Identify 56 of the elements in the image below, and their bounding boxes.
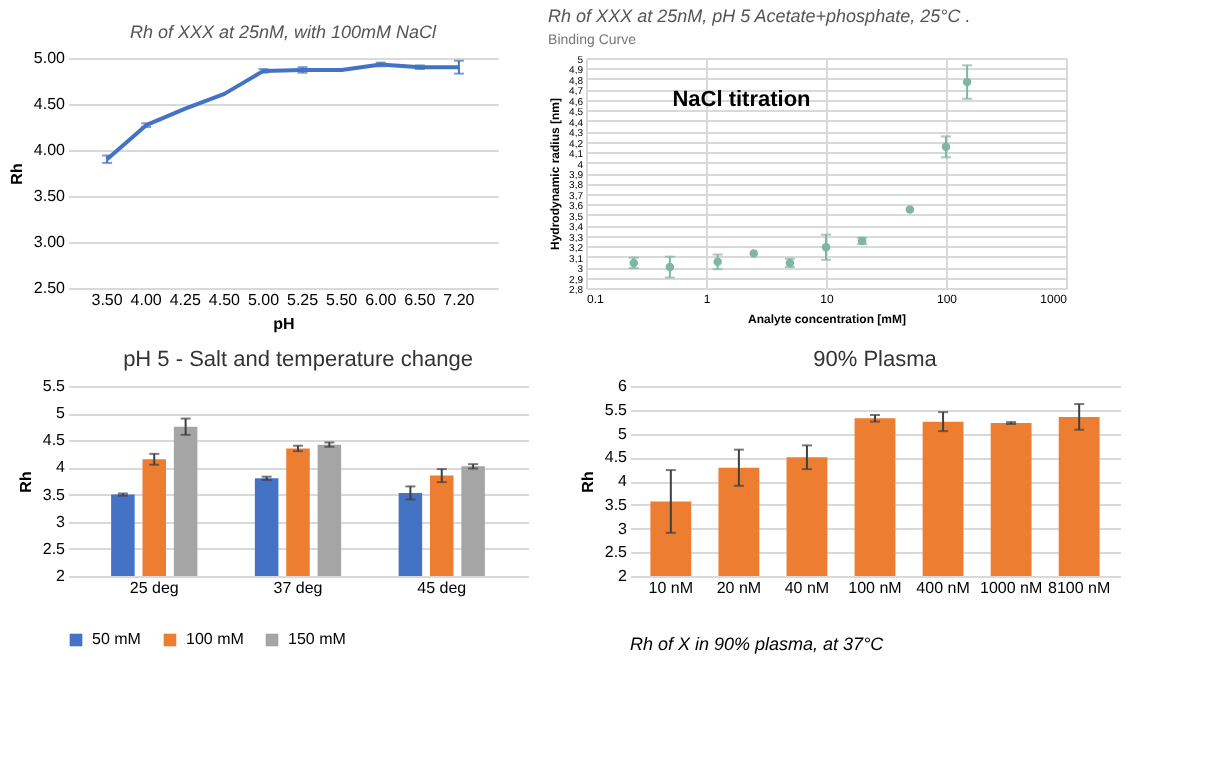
- y-tick-label: 4: [618, 472, 629, 490]
- x-tick-label: 400 nM: [916, 579, 971, 597]
- y-tick-label: 3.50: [33, 187, 67, 205]
- chart-title: Rh of XXX at 25nM, with 100mM NaCl: [129, 22, 439, 42]
- x-tick-label: 7.20: [443, 291, 476, 309]
- y-tick-label: 6: [618, 377, 629, 395]
- x-tick-label: 3.50: [91, 291, 124, 309]
- y-tick-label: 4.50: [33, 95, 67, 113]
- y-axis-title: Rh: [578, 471, 597, 493]
- x-tick-label: 8100 nM: [1048, 579, 1111, 597]
- x-tick-label: 40 nM: [784, 579, 830, 597]
- x-tick-label: 45 deg: [417, 579, 467, 597]
- y-tick-label: 3.00: [33, 233, 67, 251]
- x-axis-title: pH: [273, 315, 296, 333]
- x-tick-label: 37 deg: [273, 579, 323, 597]
- x-tick-label: 1000 nM: [979, 579, 1043, 597]
- y-tick-label: 4.5: [604, 448, 629, 467]
- y-tick-label: 3: [618, 519, 629, 538]
- x-tick-label: 5.50: [326, 291, 359, 309]
- chart-title: pH 5 - Salt and temperature change: [123, 348, 473, 372]
- x-tick-label: 5.25: [286, 291, 320, 309]
- chart-title: Rh of XXX at 25nM, pH 5 Acetate+phosphate, 25°C .: [548, 6, 971, 26]
- legend-label: 150 mM: [288, 630, 347, 648]
- y-tick-label: 2.5: [42, 539, 67, 558]
- x-tick-label: 6.00: [365, 291, 398, 309]
- y-tick-label: 4.5: [42, 431, 67, 450]
- x-tick-label: 4.00: [130, 291, 163, 309]
- x-tick-label: 6.50: [404, 291, 437, 309]
- x-tick-label: 4.25: [169, 291, 202, 309]
- annotation: NaCl titration: [672, 87, 812, 112]
- legend-label: 50 mM: [92, 630, 142, 648]
- x-tick-label: 4.50: [208, 291, 242, 309]
- y-tick-label: 3.5: [604, 495, 629, 514]
- x-tick-label: 5.00: [247, 291, 281, 309]
- legend-label: 100 mM: [186, 630, 245, 648]
- y-tick-label: 5: [56, 404, 67, 423]
- y-tick-label: 5.5: [42, 377, 67, 395]
- y-axis-title: Rh: [16, 471, 35, 493]
- y-tick-label: 3.5: [42, 485, 67, 504]
- chart-title: 90% Plasma: [813, 348, 939, 372]
- x-tick-label: 100 nM: [848, 579, 903, 597]
- x-tick-label: 25 deg: [129, 579, 179, 597]
- y-tick-label: 5: [618, 424, 629, 443]
- y-tick-label: 5.00: [33, 49, 67, 67]
- y-tick-label: 2: [56, 567, 67, 585]
- y-tick-label: 2.5: [604, 543, 629, 562]
- x-tick-label: 10 nM: [648, 579, 694, 597]
- y-tick-label: 3: [56, 512, 67, 531]
- y-tick-label: 5.5: [604, 400, 629, 419]
- text: Rh of X in 90% plasma, at 37°C: [630, 634, 885, 654]
- y-tick-label: 2: [618, 567, 629, 585]
- y-tick-label: 4: [56, 458, 67, 477]
- y-tick-label: 2.50: [33, 279, 67, 297]
- y-axis-title: Rh: [7, 163, 26, 185]
- x-tick-label: 20 nM: [716, 579, 762, 597]
- y-tick-label: 4.00: [33, 141, 67, 159]
